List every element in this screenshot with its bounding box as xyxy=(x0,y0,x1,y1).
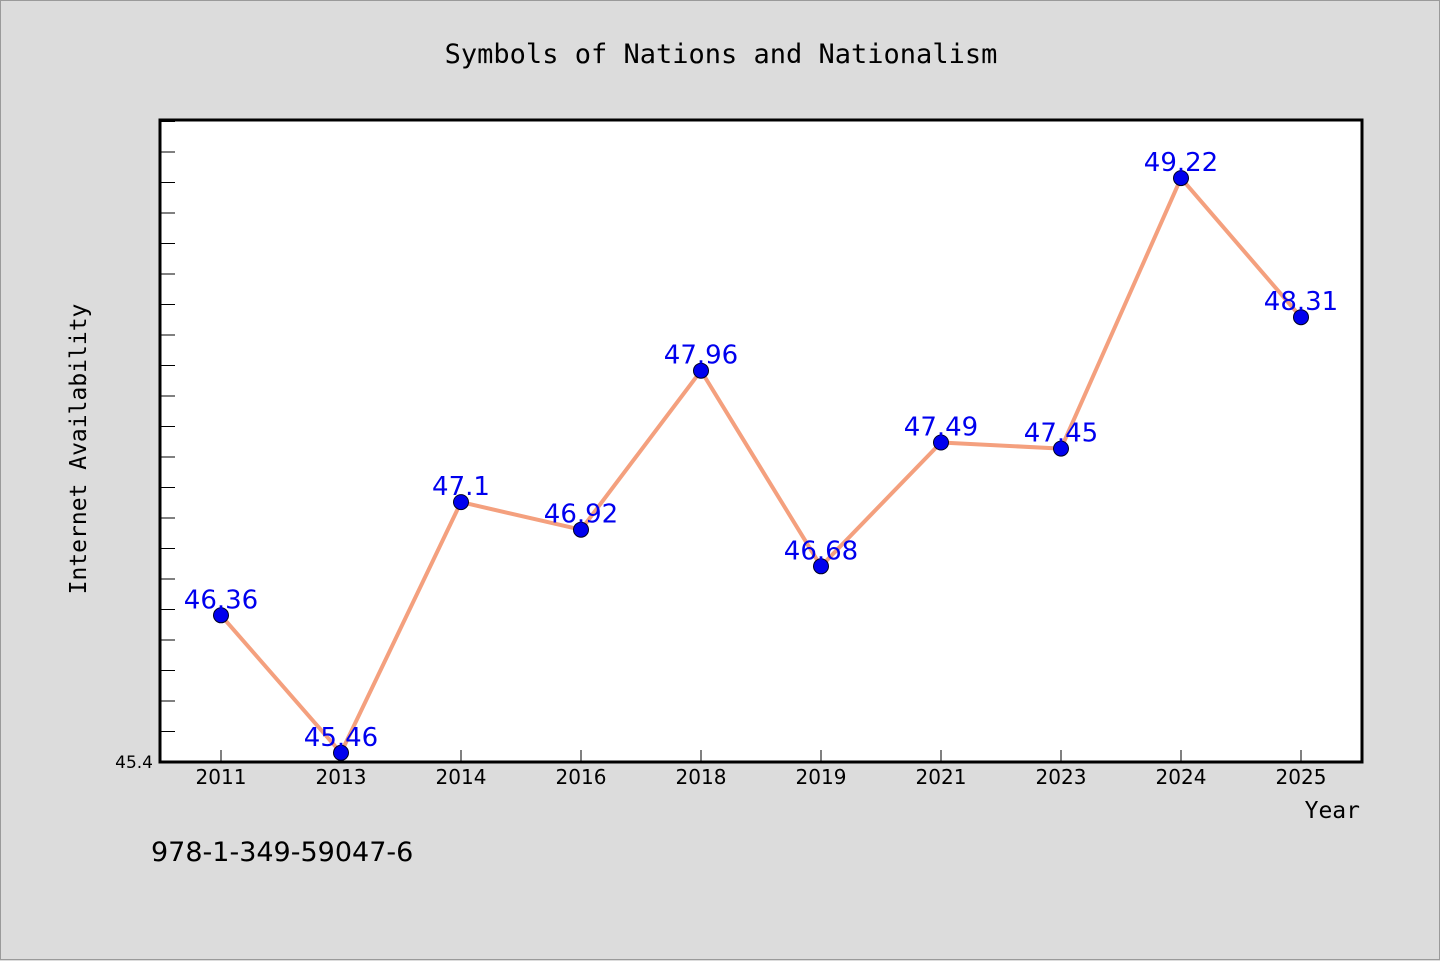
data-point xyxy=(693,362,709,379)
data-label: 47.45 xyxy=(1024,419,1098,449)
data-point xyxy=(213,607,229,624)
series-line xyxy=(219,176,1303,755)
x-tick-label: 2021 xyxy=(916,765,967,789)
x-tick-label: 2025 xyxy=(1276,765,1327,789)
x-tick-label: 2019 xyxy=(796,765,847,789)
data-label: 46.68 xyxy=(784,536,858,566)
x-axis-ticks: 2011 2013 2014 2016 2018 2019 2021 2023 2024 2025 xyxy=(196,750,1327,789)
y-tick-label: 45.4 xyxy=(115,753,153,773)
data-point xyxy=(933,434,949,451)
chart-title: Symbols of Nations and Nationalism xyxy=(445,39,998,70)
x-tick-label: 2018 xyxy=(676,765,727,789)
isbn-caption: 978-1-349-59047-6 xyxy=(151,837,414,868)
series-layer: 46.36 45.46 47.1 46.92 47.96 46.68 47.49 47.45 4… xyxy=(184,148,1338,761)
data-point xyxy=(573,521,589,538)
data-label: 46.92 xyxy=(544,500,618,530)
y-axis-ticks xyxy=(160,121,175,732)
data-point xyxy=(1173,170,1189,187)
data-label: 48.31 xyxy=(1264,287,1338,317)
data-label: 49.22 xyxy=(1144,148,1218,178)
data-label: 45.46 xyxy=(304,723,378,753)
x-axis-label: Year xyxy=(1305,798,1360,824)
data-point xyxy=(1053,440,1069,457)
data-label: 47.1 xyxy=(432,472,490,502)
data-label: 47.96 xyxy=(664,341,738,371)
x-tick-label: 2014 xyxy=(436,765,487,789)
x-tick-label: 2024 xyxy=(1156,765,1207,789)
x-tick-label: 2011 xyxy=(196,765,247,789)
plot-area xyxy=(158,118,1364,764)
data-label: 46.36 xyxy=(184,585,258,615)
data-point xyxy=(333,744,349,761)
data-point xyxy=(453,494,469,511)
y-axis-label: Internet Availability xyxy=(66,304,92,595)
x-tick-label: 2023 xyxy=(1036,765,1087,789)
x-tick-label: 2013 xyxy=(316,765,367,789)
x-tick-label: 2016 xyxy=(556,765,607,789)
data-point xyxy=(1293,309,1309,326)
data-label: 47.49 xyxy=(904,413,978,443)
data-point xyxy=(813,558,829,575)
